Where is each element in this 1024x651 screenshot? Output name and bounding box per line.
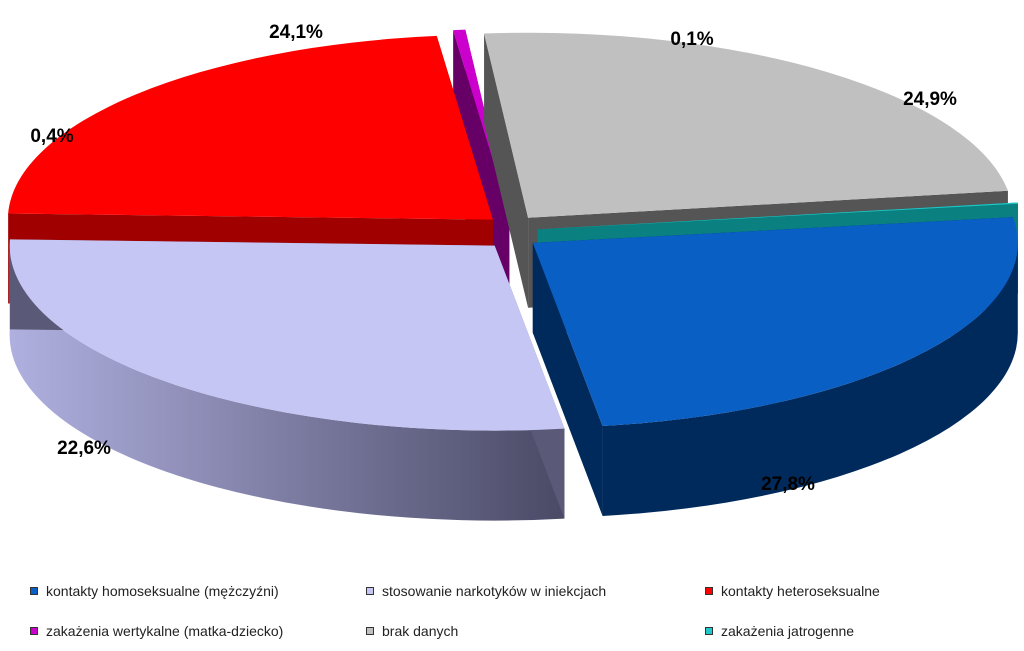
pie-chart: 24,9% 27,8% 22,6% 0,4% 24,1% 0,1% xyxy=(8,22,1019,521)
pie-slice-injection xyxy=(9,239,565,521)
legend-label: brak danych xyxy=(382,623,459,639)
slice-top xyxy=(532,217,1018,426)
data-label-homosexual: 24,9% xyxy=(903,89,957,110)
data-label-heterosexual: 22,6% xyxy=(57,438,111,459)
legend-swatch xyxy=(705,587,713,595)
pie-slice-homosexual xyxy=(532,217,1018,516)
legend: kontakty homoseksualne (mężczyźni) stoso… xyxy=(0,575,1024,651)
legend-item-vertical: zakażenia wertykalne (matka-dziecko) xyxy=(30,621,283,641)
slice-top xyxy=(537,202,1019,230)
slice-face xyxy=(484,33,529,308)
legend-swatch xyxy=(30,587,38,595)
legend-item-injection: stosowanie narkotyków w iniekcjach xyxy=(366,581,606,601)
legend-label: kontakty homoseksualne (mężczyźni) xyxy=(46,583,279,599)
slice-top xyxy=(484,32,1008,218)
slice-side xyxy=(602,242,1018,516)
legend-item-iatrogenic: zakażenia jatrogenne xyxy=(705,621,854,641)
data-label-injection: 27,8% xyxy=(761,474,815,495)
legend-item-no-data: brak danych xyxy=(366,621,458,641)
slice-top xyxy=(8,35,493,220)
legend-swatch xyxy=(30,627,38,635)
legend-label: kontakty heteroseksualne xyxy=(721,583,880,599)
slice-side xyxy=(9,245,565,521)
slice-face xyxy=(532,242,603,516)
legend-item-heterosexual: kontakty heteroseksualne xyxy=(705,581,880,601)
legend-swatch xyxy=(705,627,713,635)
legend-swatch xyxy=(366,627,374,635)
legend-item-homosexual: kontakty homoseksualne (mężczyźni) xyxy=(30,581,279,601)
data-label-iatrogenic: 0,1% xyxy=(670,29,713,50)
legend-label: stosowanie narkotyków w iniekcjach xyxy=(382,583,607,599)
slice-top xyxy=(9,239,565,431)
legend-swatch xyxy=(366,587,374,595)
legend-label: zakażenia jatrogenne xyxy=(721,623,855,639)
data-label-vertical: 0,4% xyxy=(30,126,73,147)
legend-label: zakażenia wertykalne (matka-dziecko) xyxy=(46,623,284,639)
data-label-no-data: 24,1% xyxy=(269,22,323,43)
